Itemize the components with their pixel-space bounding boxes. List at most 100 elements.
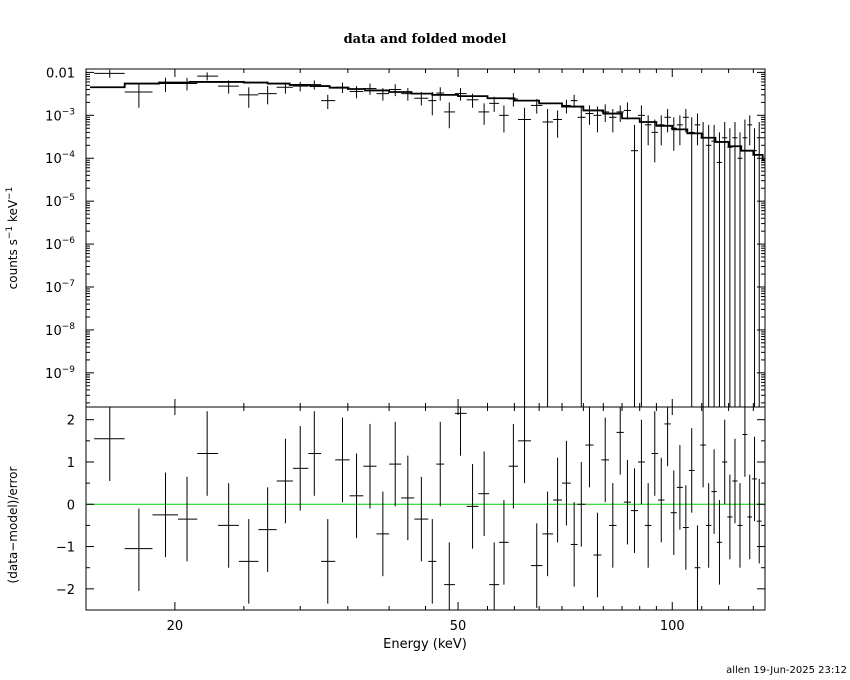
- y-tick-label-exponent: −7: [62, 279, 75, 289]
- residual-y-tick-label: 2: [67, 414, 75, 429]
- residual-point: [705, 483, 712, 568]
- data-point: [94, 69, 125, 78]
- data-point: [124, 83, 153, 108]
- residual-point: [601, 417, 610, 503]
- data-point: [658, 115, 665, 146]
- x-tick-label: 50: [450, 619, 467, 634]
- data-point: [716, 132, 723, 407]
- data-point: [478, 103, 490, 125]
- residual-point: [644, 483, 652, 568]
- data-point: [664, 109, 671, 133]
- data-point: [570, 94, 578, 108]
- data-point: [732, 121, 738, 407]
- data-point: [676, 115, 683, 146]
- y-tick-label-exponent: −4: [62, 150, 76, 160]
- residual-point: [292, 426, 309, 511]
- y-tick-label-exponent: −8: [62, 322, 76, 332]
- residual-point: [218, 483, 239, 568]
- upper-panel-frame: [85, 68, 766, 408]
- residual-point: [658, 457, 665, 543]
- upper-y-axis-label: counts s−1 keV−1: [5, 187, 20, 290]
- residual-y-tick-label: −1: [56, 541, 75, 556]
- residual-point: [349, 453, 364, 539]
- data-point: [542, 109, 554, 407]
- residual-point: [436, 421, 445, 507]
- residual-point: [670, 470, 677, 556]
- residual-point: [623, 459, 631, 545]
- data-point: [577, 106, 586, 407]
- ylabel-part-2: −1: [5, 226, 15, 239]
- data-point: [349, 86, 364, 99]
- data-point: [585, 105, 594, 125]
- residual-point: [694, 525, 701, 610]
- data-point: [197, 72, 219, 81]
- residual-point: [489, 542, 500, 610]
- y-tick-label: 10−8: [45, 322, 75, 339]
- y-tick-label-base: 10: [45, 109, 62, 124]
- upper-data-points: [94, 69, 762, 407]
- data-point: [651, 119, 659, 163]
- data-point: [637, 105, 645, 407]
- residual-point: [308, 411, 322, 496]
- data-point: [454, 88, 467, 101]
- data-point: [321, 94, 336, 110]
- residual-point: [727, 474, 733, 560]
- data-point: [688, 117, 695, 407]
- residual-point: [688, 428, 695, 513]
- residual-point: [637, 419, 645, 505]
- lower-panel-ticks: [85, 407, 765, 611]
- residual-y-tick-label: 0: [67, 498, 75, 513]
- y-tick-label-base: 10: [45, 238, 62, 253]
- residual-point: [585, 407, 594, 488]
- data-point: [177, 77, 198, 91]
- residual-point: [197, 411, 219, 496]
- model-line: [90, 81, 765, 162]
- residual-point: [722, 419, 728, 505]
- residual-point: [530, 523, 543, 608]
- residual-point: [630, 468, 638, 553]
- residual-point: [508, 423, 518, 509]
- data-point: [238, 87, 259, 108]
- residual-point: [570, 502, 578, 587]
- data-point: [711, 124, 717, 407]
- residual-point: [454, 407, 467, 456]
- ylabel-part-1: counts s: [6, 239, 20, 289]
- data-point: [722, 121, 728, 407]
- data-point: [630, 124, 638, 407]
- lower-y-axis-label: (data−model)/error: [6, 466, 20, 583]
- upper-panel-ticks: [85, 69, 765, 407]
- residual-point: [428, 519, 437, 604]
- data-point: [499, 105, 509, 133]
- data-point: [644, 115, 652, 146]
- ylabel-part-4: −1: [5, 187, 15, 200]
- y-tick-label-exponent: −5: [62, 193, 75, 203]
- data-point: [670, 117, 677, 151]
- residual-point: [747, 474, 753, 560]
- residual-point: [682, 485, 689, 570]
- x-tick-labels: 20 50 100: [167, 619, 685, 634]
- residual-point: [444, 542, 455, 610]
- data-point: [705, 124, 712, 407]
- residual-point: [752, 436, 757, 522]
- data-point: [517, 107, 531, 407]
- chart-title: data and folded model: [344, 32, 507, 47]
- residual-point: [732, 438, 738, 524]
- residual-point: [94, 407, 125, 482]
- residual-point: [414, 476, 429, 562]
- data-point: [742, 119, 748, 407]
- y-tick-label: 10−5: [45, 193, 75, 210]
- residual-point: [742, 407, 748, 477]
- data-point: [700, 121, 706, 407]
- data-point: [428, 91, 437, 116]
- data-point: [752, 128, 757, 407]
- data-point: [623, 102, 631, 120]
- x-tick-label: 20: [167, 619, 184, 634]
- data-point: [444, 102, 455, 129]
- residual-point: [238, 519, 259, 604]
- residual-point: [466, 464, 479, 549]
- residual-point: [700, 407, 706, 488]
- residual-point: [152, 472, 178, 558]
- residual-point: [756, 478, 762, 564]
